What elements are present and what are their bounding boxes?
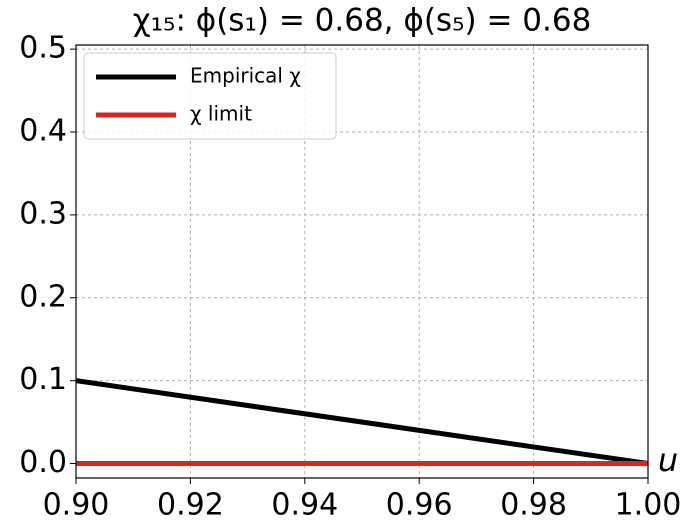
y-tick-label: 0.1 [19,362,67,397]
legend-label: χ limit [190,102,252,126]
x-tick-label: 0.98 [500,488,567,523]
x-axis-label: u [658,441,678,479]
x-tick-label: 0.90 [43,488,110,523]
legend-label: Empirical χ [190,64,301,88]
y-tick-label: 0.3 [19,196,67,231]
y-tick-label: 0.5 [19,31,67,66]
x-tick-label: 0.94 [271,488,338,523]
series-line [75,378,649,466]
legend: Empirical χ χ limit [83,52,337,140]
x-tick-label: 1.00 [615,488,682,523]
plot-frame [75,44,649,479]
y-tick-label: 0.0 [19,445,67,480]
chart-title: χ₁₅: ϕ(s₁) = 0.68, ϕ(s₅) = 0.68 [133,3,592,39]
y-tick-label: 0.4 [19,114,67,149]
x-tick-label: 0.92 [157,488,224,523]
x-tick-label: 0.96 [386,488,453,523]
y-tick-label: 0.2 [19,279,67,314]
